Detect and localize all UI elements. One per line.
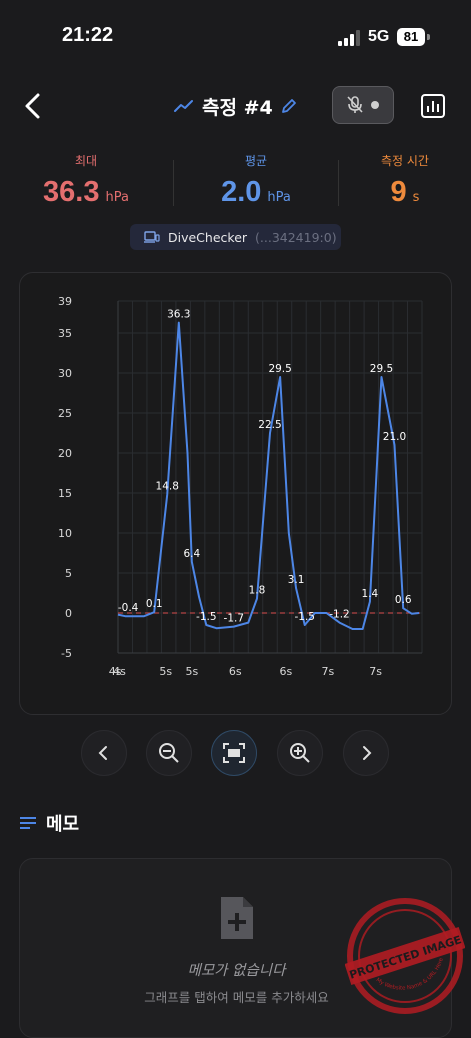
memo-empty-text: 메모가 없습니다	[187, 963, 286, 979]
memo-hint-text: 그래프를 탭하여 메모를 추가하세요	[144, 990, 329, 1005]
data-label: 3.1	[288, 574, 305, 586]
data-label: 22.5	[258, 419, 281, 431]
device-icon	[144, 231, 160, 243]
bar-chart-icon[interactable]	[420, 93, 446, 119]
back-arrow-icon[interactable]	[22, 92, 46, 120]
stat-avg-value-row: 2.0 hPa	[184, 176, 328, 209]
data-label: -0.4	[118, 602, 139, 614]
y-tick-label: 15	[58, 487, 72, 500]
y-tick-label: 20	[58, 447, 72, 460]
data-label: 0.1	[146, 598, 163, 610]
notes-list-icon	[20, 817, 36, 829]
battery-level: 81	[397, 28, 425, 46]
y-tick-label: 39	[58, 295, 72, 308]
data-label: 29.5	[268, 363, 291, 375]
y-tick-label: 35	[58, 327, 72, 340]
data-label: 14.8	[156, 481, 179, 493]
add-note-file-icon	[221, 897, 253, 939]
next-button[interactable]	[343, 730, 389, 776]
x-tick-label: 7s	[322, 665, 335, 678]
y-tick-label: 30	[58, 367, 72, 380]
series-line	[117, 321, 420, 630]
data-label: -1.5	[294, 611, 315, 623]
page-title: 측정 #4	[202, 96, 273, 119]
memo-title: 메모	[46, 814, 80, 835]
device-pill[interactable]: DiveChecker (...342419:0)	[130, 224, 341, 250]
chart-card[interactable]: 39 35 30 25 20 15 10 5 0 -5 4s 4s 5s 5s 6s 6s 7s 7s -0.4 0.…	[19, 272, 452, 715]
data-label: 0.6	[395, 594, 412, 606]
y-tick-label: 25	[58, 407, 72, 420]
network-type: 5G	[368, 28, 390, 45]
cellular-signal-icon	[338, 30, 360, 46]
chevron-right-icon	[363, 746, 372, 760]
stat-max-value-row: 36.3 hPa	[14, 176, 158, 209]
stat-max: 최대	[14, 152, 158, 169]
stat-avg-label: 평균	[244, 154, 268, 168]
battery-tip	[427, 34, 430, 40]
stat-duration: 측정 시간	[340, 152, 470, 169]
protected-image-stamp: PROTECTED IMAGE My Website Name & URL He…	[345, 898, 465, 1014]
stat-avg-unit: hPa	[267, 190, 291, 205]
memo-header: 메모	[20, 810, 79, 836]
stat-max-unit: hPa	[105, 190, 129, 205]
device-id: (...342419:0)	[255, 229, 337, 245]
stat-max-value: 36.3	[43, 176, 100, 208]
device-name: DiveChecker	[168, 229, 248, 245]
data-label: -1.5	[196, 611, 217, 623]
fit-screen-icon	[223, 743, 245, 763]
x-tick-label: 5s	[185, 665, 198, 678]
edit-pencil-icon[interactable]	[281, 98, 297, 114]
data-label: 29.5	[370, 363, 393, 375]
y-tick-label: -5	[61, 647, 72, 660]
y-tick-label: 5	[65, 567, 72, 580]
mic-off-icon	[347, 96, 363, 113]
stat-max-label: 최대	[74, 154, 98, 168]
mute-toggle-button[interactable]	[332, 86, 394, 124]
data-label: 1.8	[249, 585, 266, 597]
zoom-out-button[interactable]	[146, 730, 192, 776]
chevron-left-icon	[98, 746, 107, 760]
zoom-in-button[interactable]	[277, 730, 323, 776]
data-label: -1.7	[224, 613, 245, 625]
data-label: 36.3	[167, 309, 190, 321]
trend-line-icon	[174, 100, 193, 112]
stat-divider	[173, 160, 174, 206]
data-label: -1.2	[329, 609, 350, 621]
data-label: 1.4	[362, 588, 379, 600]
x-tick-label: 5s	[159, 665, 172, 678]
x-tick-label: 4s	[109, 665, 122, 678]
y-tick-label: 10	[58, 527, 72, 540]
y-tick-label: 0	[65, 607, 72, 620]
zoom-out-icon	[159, 743, 179, 763]
x-tick-label: 7s	[369, 665, 382, 678]
stat-avg-value: 2.0	[221, 176, 262, 208]
status-time: 21:22	[62, 24, 114, 46]
stat-duration-label: 측정 시간	[381, 154, 429, 168]
x-tick-label: 4s	[113, 665, 126, 678]
status-dot	[371, 101, 379, 109]
stat-divider	[338, 160, 339, 206]
data-label: 6.4	[183, 548, 200, 560]
previous-button[interactable]	[81, 730, 127, 776]
data-label: 21.0	[383, 431, 406, 443]
stat-duration-value: 9	[390, 176, 407, 208]
stat-avg: 평균	[184, 152, 328, 169]
x-tick-label: 6s	[229, 665, 242, 678]
x-tick-label: 6s	[280, 665, 293, 678]
stat-duration-unit: s	[412, 190, 420, 205]
zoom-in-icon	[290, 743, 310, 763]
fit-screen-button[interactable]	[211, 730, 257, 776]
title-group[interactable]: 측정 #4	[174, 92, 297, 120]
